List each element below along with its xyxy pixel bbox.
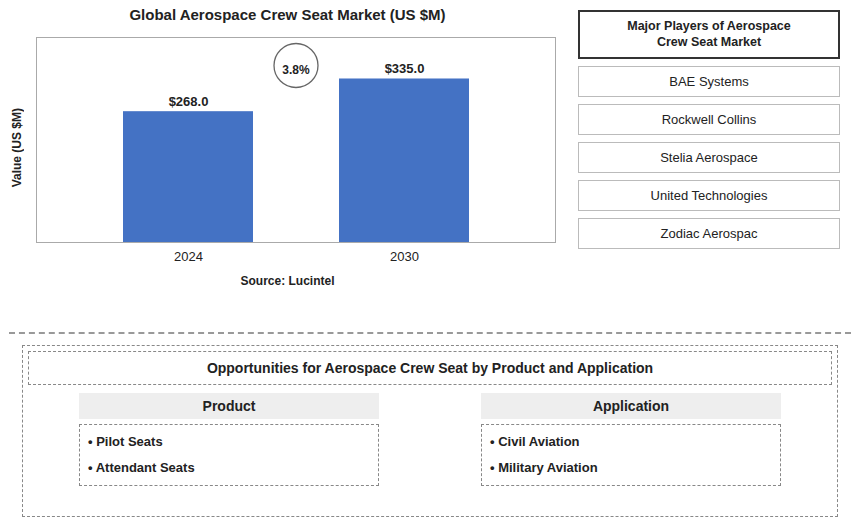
html-text:• Civil Aviation: • Civil Aviation bbox=[490, 434, 580, 449]
html-text:Application: Application bbox=[592, 398, 670, 414]
svg-text:$268.0: $268.0 bbox=[169, 94, 209, 109]
html-text:Source: Lucintel: Source: Lucintel bbox=[240, 274, 335, 288]
html-text:• Pilot Seats: • Pilot Seats bbox=[88, 434, 163, 449]
html-text:Major Players of Aerospace: Major Players of Aerospace bbox=[627, 19, 791, 33]
svg-text:$335.0: $335.0 bbox=[385, 61, 425, 76]
html-text:Product: Product bbox=[202, 398, 256, 414]
html-text:Stelia Aerospace: Stelia Aerospace bbox=[660, 149, 758, 165]
html-text:BAE Systems: BAE Systems bbox=[669, 73, 749, 89]
html-text:United Technologies: United Technologies bbox=[650, 187, 768, 203]
html-text:• Attendant Seats: • Attendant Seats bbox=[88, 460, 195, 475]
html-text:Opportunities for Aerospace Cr: Opportunities for Aerospace Crew Seat by… bbox=[206, 360, 654, 376]
html-text:Rockwell Collins: Rockwell Collins bbox=[661, 111, 757, 127]
svg-text:3.8%: 3.8% bbox=[282, 63, 310, 77]
html-text:Global Aerospace Crew Seat Mar: Global Aerospace Crew Seat Market (US $M… bbox=[129, 6, 446, 23]
svg-text:2030: 2030 bbox=[390, 249, 419, 264]
html-text:Zodiac Aerospac: Zodiac Aerospac bbox=[660, 225, 758, 241]
html-text:• Military Aviation: • Military Aviation bbox=[490, 460, 598, 475]
html-text:Value (US $M): Value (US $M) bbox=[10, 107, 24, 188]
svg-text:2024: 2024 bbox=[174, 249, 203, 264]
html-text:Crew Seat Market: Crew Seat Market bbox=[656, 35, 762, 50]
